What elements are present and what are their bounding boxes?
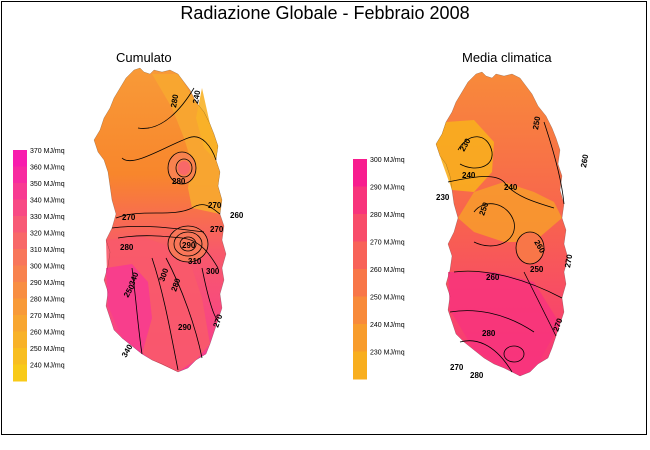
legend-swatch	[353, 269, 367, 297]
legend-label: 240 MJ/mq	[30, 363, 65, 370]
contour-label-r12: 270	[450, 363, 464, 372]
map-cumulato: 280 240 280 270 270 260 270 280 290 310 …	[93, 67, 244, 373]
contour-label-r1: 230	[436, 193, 450, 202]
contour-label-r9: 260	[486, 273, 500, 282]
legend-swatch	[353, 324, 367, 352]
legend-swatch	[13, 331, 27, 349]
legend-swatch	[353, 214, 367, 242]
legend-swatch	[13, 166, 27, 184]
contour-label-r8: 270	[563, 253, 574, 268]
contour-label-7: 280	[120, 243, 134, 252]
legend-label: 290 MJ/mq	[30, 280, 65, 287]
legend-label: 300 MJ/mq	[30, 264, 65, 271]
contour-label-r11: 280	[482, 329, 496, 338]
legend-swatch	[353, 159, 367, 187]
legend-swatch	[13, 232, 27, 250]
contour-label-8: 290	[182, 241, 196, 250]
contour-label-r7: 260	[579, 153, 590, 168]
contour-label-13: 300	[206, 267, 220, 276]
legend-label: 320 MJ/mq	[30, 231, 65, 238]
contour-label-r4: 240	[504, 183, 518, 192]
legend-swatch	[13, 282, 27, 299]
legend-label: 230 MJ/mq	[370, 350, 405, 357]
contour-label-5: 260	[230, 211, 244, 220]
legend-swatch	[13, 348, 27, 365]
legend-label: 250 MJ/mq	[30, 346, 65, 353]
contour-label-15: 270	[211, 313, 224, 329]
contour-label-0: 280	[169, 93, 180, 108]
legend-label: 280 MJ/mq	[30, 297, 65, 304]
contour-label-r14: 280	[470, 371, 484, 380]
legend-swatch	[13, 199, 27, 217]
legend-swatch	[13, 150, 27, 167]
legend-swatch	[13, 315, 27, 332]
legend-swatch	[353, 351, 367, 380]
contour-label-10: 340	[127, 271, 140, 287]
legend-label: 270 MJ/mq	[30, 313, 65, 320]
contour-label-12: 280	[169, 277, 182, 293]
contours-left	[111, 87, 221, 371]
legend-label: 340 MJ/mq	[30, 198, 65, 205]
legend-label: 240 MJ/mq	[370, 322, 405, 329]
legend-swatch	[13, 216, 27, 233]
contour-label-1: 240	[191, 89, 202, 104]
legend-label: 300 MJ/mq	[370, 157, 405, 164]
legend-media-climatica: 300 MJ/mq 290 MJ/mq 280 MJ/mq 270 MJ/mq 260 …	[353, 157, 405, 380]
panel-right-subtitle: Media climatica	[462, 50, 552, 65]
legend-label: 270 MJ/mq	[370, 240, 405, 247]
legend-label: 260 MJ/mq	[30, 330, 65, 337]
contour-label-4: 270	[122, 213, 136, 222]
legend-label: 290 MJ/mq	[370, 185, 405, 192]
legend-swatch	[13, 265, 27, 283]
legend-label: 250 MJ/mq	[370, 295, 405, 302]
contour-label-6: 270	[210, 225, 224, 234]
contour-label-r13: 250	[530, 265, 544, 274]
map-title: Radiazione Globale - Febbraio 2008	[180, 3, 470, 23]
legend-label: 260 MJ/mq	[370, 267, 405, 274]
legend-swatch	[13, 298, 27, 316]
contour-label-9: 310	[188, 257, 202, 266]
contour-label-2: 280	[172, 177, 186, 186]
legend-cumulato: 370 MJ/mq 360 MJ/mq 350 MJ/mq 340 MJ/mq 330 …	[13, 148, 65, 382]
contour-label-r2: 240	[462, 171, 476, 180]
contour-label-3: 270	[208, 201, 222, 210]
legend-label: 280 MJ/mq	[370, 212, 405, 219]
contours-right	[447, 121, 565, 373]
map-media-climatica: 230 230 240 250 240 250 260 260 270 260 …	[435, 71, 590, 380]
contour-label-r5: 250	[477, 201, 490, 217]
legend-label: 360 MJ/mq	[30, 165, 65, 172]
legend-swatch	[13, 183, 27, 200]
legend-label: 330 MJ/mq	[30, 214, 65, 221]
legend-swatch	[13, 249, 27, 266]
legend-swatch	[353, 241, 367, 270]
contour-label-11: 300	[157, 267, 170, 283]
legend-swatch	[353, 296, 367, 325]
legend-label: 310 MJ/mq	[30, 247, 65, 254]
contour-label-14: 290	[178, 323, 192, 332]
legend-swatch	[13, 364, 27, 382]
legend-label: 350 MJ/mq	[30, 181, 65, 188]
legend-swatch	[353, 186, 367, 215]
contour-label-r3: 250	[531, 115, 542, 130]
legend-label: 370 MJ/mq	[30, 148, 65, 155]
panel-left-subtitle: Cumulato	[116, 50, 172, 65]
